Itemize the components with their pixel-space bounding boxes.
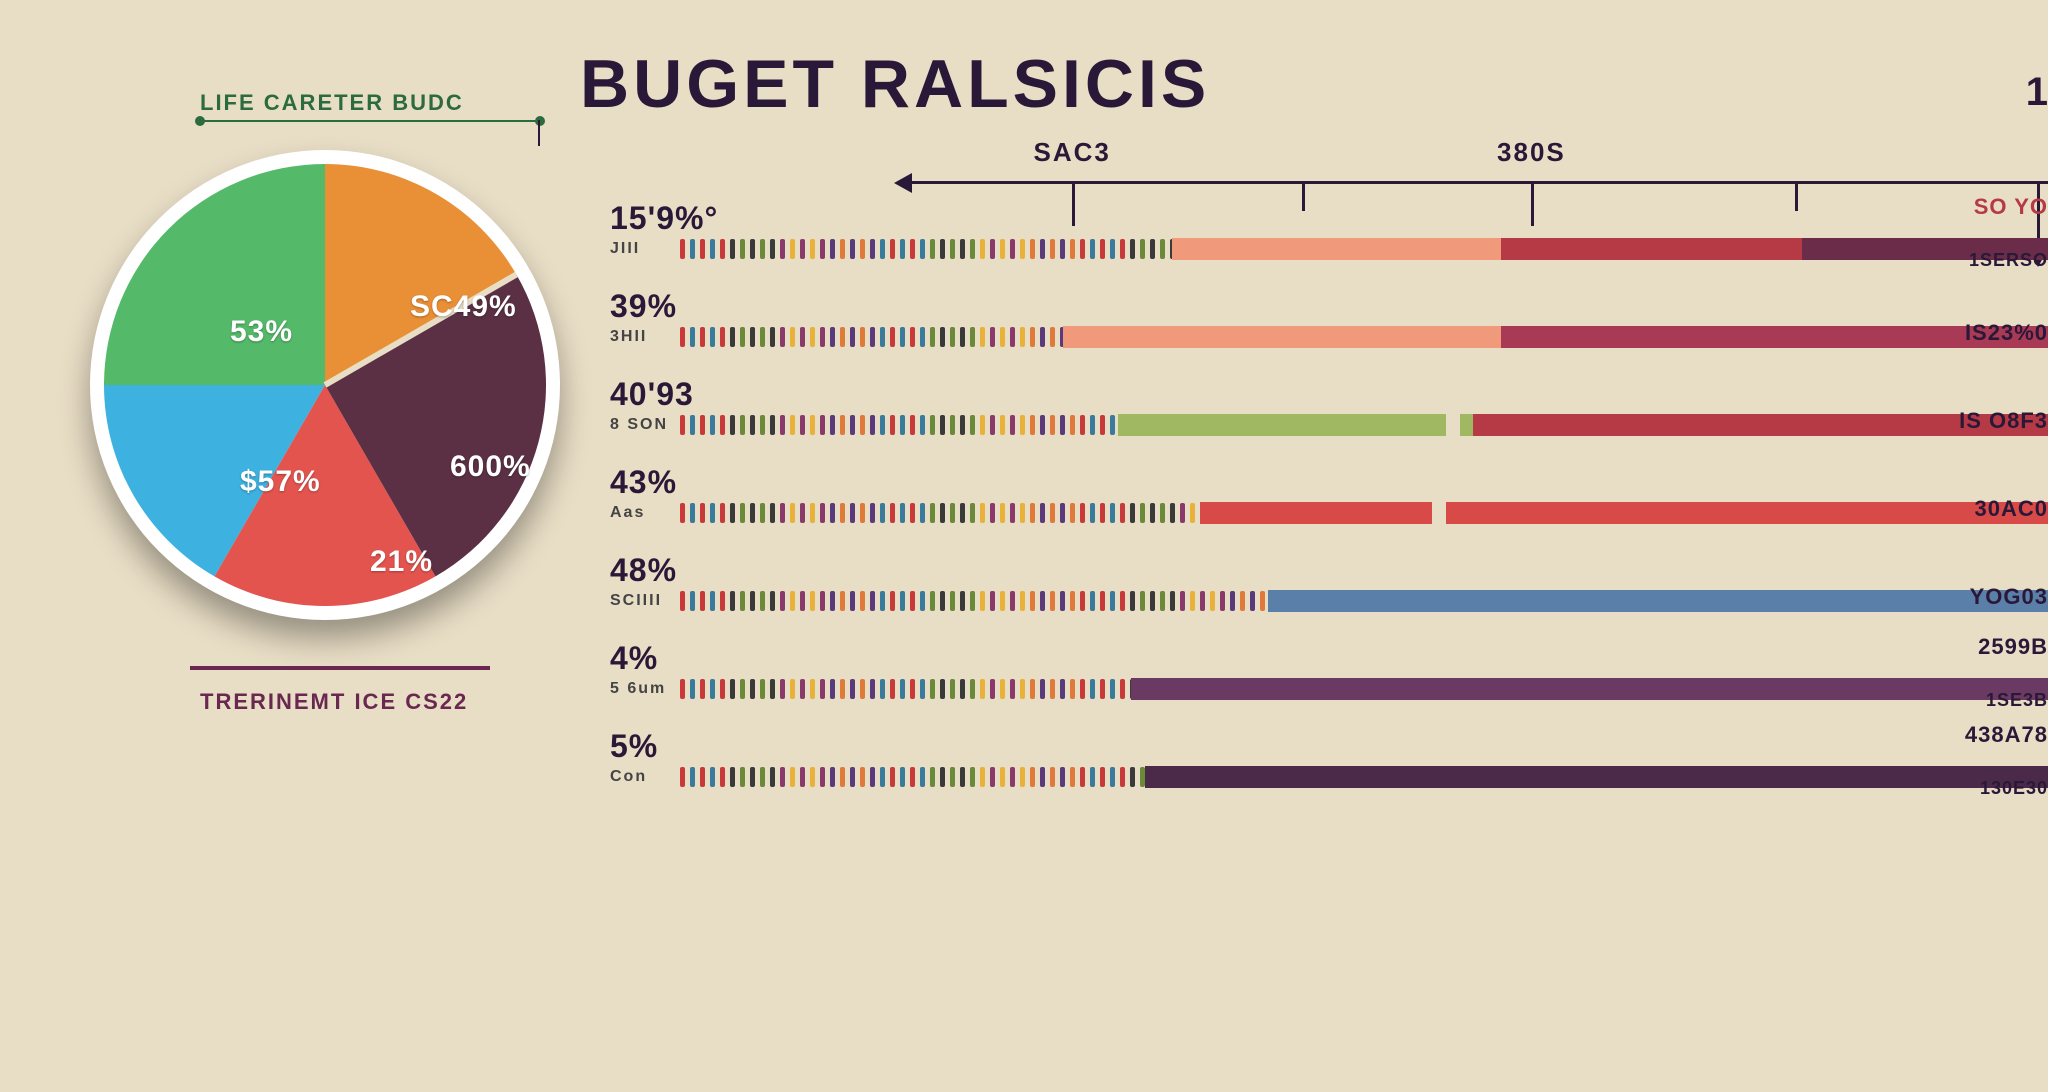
bar-row: 4%5 6um2599B1SE3B <box>610 640 2048 714</box>
pie-bottom-caption: TRERINEMT ICE CS22 <box>200 689 468 715</box>
row-ticks <box>680 766 1215 788</box>
row-percent: 39% <box>610 288 2048 325</box>
row-ticks <box>680 590 1355 612</box>
row-track <box>680 590 2048 612</box>
row-segment <box>1501 238 1802 260</box>
row-segment <box>1131 678 2048 700</box>
row-track <box>680 326 2048 348</box>
row-right-label: 1SE3B <box>1986 690 2048 711</box>
row-percent: 40'93 <box>610 376 2048 413</box>
row-right-label: IS23%0 <box>1965 320 2048 346</box>
axis-tick-label: 380S <box>1497 137 1566 168</box>
bar-row: 15'9%°JIIISO YO1SERSO <box>610 200 2048 274</box>
page-title: BUGET RALSICIS <box>580 45 1210 123</box>
row-ticks <box>680 238 1235 260</box>
pie-chart: LIFE CARETER BUDC TRERINEMT ICE CS22 53%… <box>90 150 560 620</box>
row-percent: 4% <box>610 640 2048 677</box>
row-segment <box>1200 502 1433 524</box>
row-sublabel: 5 6um <box>610 680 666 698</box>
pie-slice-label: SC49% <box>410 290 517 324</box>
row-right-label: IS O8F3 <box>1959 408 2048 434</box>
bar-row: 5%Con438A78130E30 <box>610 728 2048 802</box>
row-ticks <box>680 678 1195 700</box>
row-segment <box>1172 238 1500 260</box>
pie-svg <box>104 164 546 606</box>
pie-slice-label: 600% <box>450 450 531 484</box>
row-track <box>680 502 2048 524</box>
row-right-label: YOG03 <box>1970 584 2048 610</box>
pie-slice <box>104 164 325 385</box>
row-sublabel: 8 SON <box>610 416 668 434</box>
pie-top-tick <box>538 120 540 146</box>
corner-number: 1 <box>2026 70 2048 115</box>
row-ticks <box>680 414 1175 436</box>
row-right-label: SO YO <box>1974 194 2048 220</box>
bar-row: 40'93 8 SON IS O8F3 <box>610 376 2048 450</box>
row-sublabel: 3HII <box>610 328 647 346</box>
pie-slice-label: 53% <box>230 315 293 349</box>
row-percent: 15'9%° <box>610 200 2048 237</box>
row-sublabel: SCIIII <box>610 592 662 610</box>
pie-slice-label: 21% <box>370 545 433 579</box>
axis-tick-label: SAC3 <box>1034 137 1111 168</box>
row-right-label: 2599B <box>1978 634 2048 660</box>
pie-top-caption: LIFE CARETER BUDC <box>200 90 464 116</box>
row-percent: 5% <box>610 728 2048 765</box>
row-percent: 43% <box>610 464 2048 501</box>
row-ticks <box>680 502 1275 524</box>
row-percent: 48% <box>610 552 2048 589</box>
row-track <box>680 238 2048 260</box>
row-segment <box>1118 414 1446 436</box>
row-ticks <box>680 326 1115 348</box>
bar-row: 48% SCIIII YOG03 <box>610 552 2048 626</box>
pie-slice-label: $57% <box>240 465 321 499</box>
row-right-label: 30AC0 <box>1975 496 2048 522</box>
row-track <box>680 678 2048 700</box>
row-sublabel: JIII <box>610 240 640 258</box>
row-segment <box>1063 326 1501 348</box>
row-right-label: 1SERSO <box>1969 250 2048 271</box>
row-segment <box>1446 502 2048 524</box>
row-segment <box>1145 766 2048 788</box>
row-track <box>680 414 2048 436</box>
row-segment <box>1268 590 2048 612</box>
bar-rows: 15'9%°JIIISO YO1SERSO39%3HIIIS23%040'938… <box>610 200 2048 816</box>
row-track <box>680 766 2048 788</box>
pie-top-line <box>200 120 540 122</box>
bar-row: 43% Aas 30AC0 <box>610 464 2048 538</box>
pie-ring <box>90 150 560 620</box>
row-right-label: 130E30 <box>1980 778 2048 799</box>
row-sublabel: Aas <box>610 504 645 522</box>
row-sublabel: Con <box>610 768 647 786</box>
bar-row: 39% 3HII IS23%0 <box>610 288 2048 362</box>
row-segment <box>1460 414 1474 436</box>
pie-bottom-line <box>190 666 490 670</box>
row-right-label: 438A78 <box>1965 722 2048 748</box>
